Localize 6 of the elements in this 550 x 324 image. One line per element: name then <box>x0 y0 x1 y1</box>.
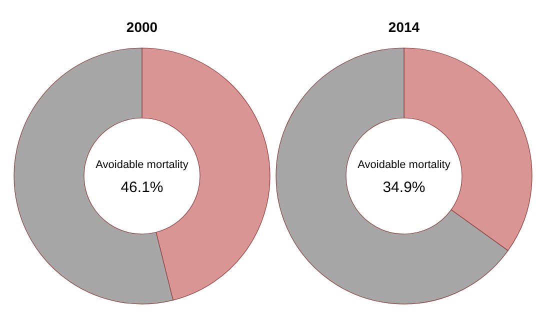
text: 34.9% <box>382 179 426 196</box>
chart-title: 2000 <box>126 19 158 35</box>
chart-title: 2014 <box>388 19 420 35</box>
text: Avoidable mortality <box>96 159 189 171</box>
text: Avoidable mortality <box>358 159 451 171</box>
text: 46.1% <box>120 179 164 196</box>
